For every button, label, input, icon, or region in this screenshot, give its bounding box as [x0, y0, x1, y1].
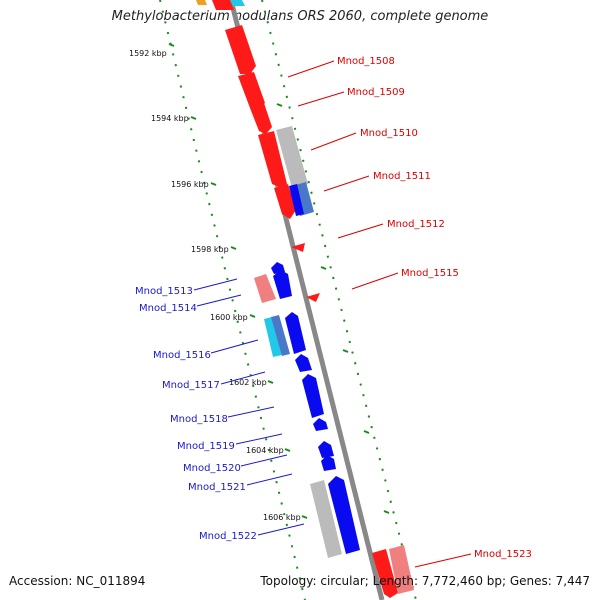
gene-mnod-1509b: [250, 103, 272, 134]
gene-mnod-1522-gray: [310, 480, 342, 558]
label-mnod-1512: Mnod_1512: [387, 219, 445, 230]
gene-mnod-1512: [291, 243, 305, 252]
gene-mnod-1522: [328, 476, 360, 554]
label-mnod-1515: Mnod_1515: [401, 268, 459, 279]
label-mnod-1521: Mnod_1521: [188, 482, 246, 493]
gene-mnod-1510: [258, 131, 287, 188]
gene-mnod-1516c: [285, 312, 306, 354]
reverse-strand-features: [254, 262, 360, 558]
gene-mnod-1516a: [264, 317, 282, 357]
label-mnod-1517: Mnod_1517: [162, 380, 220, 391]
gene-mnod-1519: [313, 418, 328, 431]
gene-mnod-1517: [295, 354, 312, 372]
gene-mnod-1508: [225, 25, 256, 74]
label-mnod-1514: Mnod_1514: [139, 303, 197, 314]
gene-mnod-1515: [306, 293, 320, 302]
genome-title: Methylobacterium nodulans ORS 2060, comp…: [111, 9, 489, 24]
gene-mnod-1523b: [389, 545, 414, 594]
gene-mnod-1510-gray: [276, 126, 308, 188]
label-mnod-1518: Mnod_1518: [170, 414, 228, 425]
tick-label-1602: 1602 kbp: [229, 378, 267, 387]
gene-mnod-1513: [254, 274, 276, 303]
gene-mnod-1520a: [318, 441, 334, 458]
tick-label-1600: 1600 kbp: [210, 313, 248, 322]
label-mnod-1519: Mnod_1519: [177, 441, 235, 452]
gene-mnod-1516b: [271, 315, 290, 356]
gene-mnod-1511-blue: [289, 184, 304, 216]
gene-mnod-1507: [212, 0, 234, 10]
gene-top-orange: [196, 0, 207, 5]
gene-mnod-1523a: [372, 549, 398, 598]
label-mnod-1510: Mnod_1510: [360, 128, 418, 139]
gene-mnod-1520b: [321, 455, 336, 471]
gene-top-cyan: [230, 0, 245, 6]
label-mnod-1520: Mnod_1520: [183, 463, 241, 474]
tick-label-1594: 1594 kbp: [151, 114, 189, 123]
label-mnod-1522: Mnod_1522: [199, 531, 257, 542]
forward-strand-features: [212, 0, 398, 598]
right-label-leaders: [287, 60, 472, 568]
tick-track-outer: [159, 0, 306, 600]
label-mnod-1508: Mnod_1508: [337, 56, 395, 67]
tick-label-1598: 1598 kbp: [191, 245, 229, 254]
label-mnod-1523: Mnod_1523: [474, 549, 532, 560]
gene-mnod-1509a: [238, 72, 265, 110]
gene-mnod-1511: [274, 184, 296, 219]
left-label-leaders: [193, 278, 305, 536]
tick-label-1606: 1606 kbp: [263, 513, 301, 522]
genome-summary-text: Topology: circular; Length: 7,772,460 bp…: [260, 574, 590, 588]
label-mnod-1511: Mnod_1511: [373, 171, 431, 182]
gene-mnod-1514b: [273, 270, 292, 299]
tick-label-1592: 1592 kbp: [129, 49, 167, 58]
gene-mnod-1518: [302, 374, 324, 418]
label-mnod-1516: Mnod_1516: [153, 350, 211, 361]
accession-text: Accession: NC_011894: [9, 574, 146, 588]
label-mnod-1509: Mnod_1509: [347, 87, 405, 98]
tick-label-1596: 1596 kbp: [171, 180, 209, 189]
tick-track-inner: [261, 0, 417, 600]
label-mnod-1513: Mnod_1513: [135, 286, 193, 297]
tick-label-1604: 1604 kbp: [246, 446, 284, 455]
